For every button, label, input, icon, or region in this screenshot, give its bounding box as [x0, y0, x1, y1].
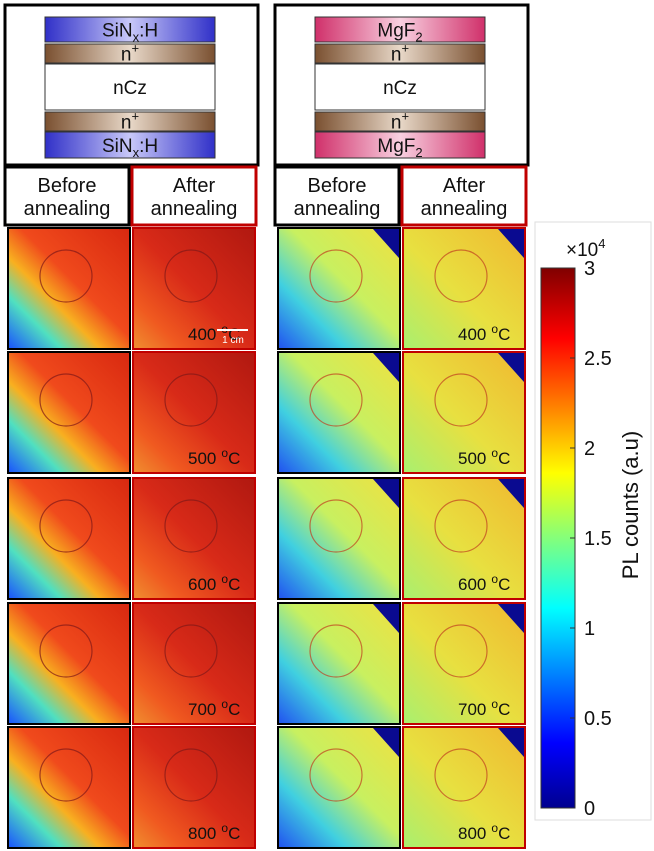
- after-label: After: [443, 175, 486, 197]
- layer-sup: +: [131, 109, 139, 124]
- layer-label: nCz: [113, 78, 147, 99]
- layer-text: :H: [139, 136, 158, 157]
- layer-sup: +: [401, 109, 409, 124]
- before-label: annealing: [294, 198, 381, 220]
- pl-image: [278, 603, 400, 724]
- layer-label: nCz: [383, 78, 417, 99]
- figure: SiNx:Hn+nCzn+SiNx:HBeforeannealingAftera…: [0, 0, 654, 851]
- pl-image: [8, 603, 130, 724]
- temperature-label: 800oC: [458, 821, 510, 843]
- temperature-unit: C: [228, 575, 240, 594]
- multiplier-base: ×10: [566, 240, 598, 261]
- pl-image: [8, 727, 130, 848]
- before-label: Before: [308, 175, 367, 197]
- temperature-value: 600: [458, 575, 486, 594]
- layer-sup: +: [401, 41, 409, 56]
- after-label: After: [173, 175, 216, 197]
- before-label: annealing: [24, 198, 111, 220]
- colorbar-tick-label: 1.5: [584, 528, 612, 550]
- colorbar-label: PL counts (a.u): [618, 431, 643, 579]
- temperature-value: 400: [458, 325, 486, 344]
- multiplier-exp: 4: [598, 236, 605, 251]
- temperature-unit: C: [498, 575, 510, 594]
- layer-label: SiNx:H: [102, 21, 158, 45]
- temperature-unit: C: [498, 824, 510, 843]
- pl-image: [278, 352, 400, 473]
- temperature-value: 500: [458, 449, 486, 468]
- colorbar-tick-label: 2: [584, 438, 595, 460]
- pl-image: [278, 478, 400, 599]
- temperature-label: 600oC: [458, 572, 510, 594]
- layer-sub: 2: [415, 30, 422, 45]
- layer-label: SiNx:H: [102, 136, 158, 160]
- layer-text: n: [121, 45, 132, 66]
- pl-image: [8, 352, 130, 473]
- layer-text: n: [391, 113, 402, 134]
- temperature-value: 800: [458, 824, 486, 843]
- after-label: annealing: [421, 198, 508, 220]
- temperature-value: 800: [188, 824, 216, 843]
- colorbar-tick-label: 3: [584, 258, 595, 280]
- layer-sub: 2: [415, 145, 422, 160]
- layer-sup: +: [131, 41, 139, 56]
- pl-image: [278, 727, 400, 848]
- scale-bar-label: 1 cm: [222, 335, 244, 346]
- colorbar: [541, 268, 575, 808]
- layer-text: n: [391, 45, 402, 66]
- colorbar-tick-label: 1: [584, 618, 595, 640]
- temperature-unit: C: [498, 449, 510, 468]
- layer-text: SiN: [102, 21, 133, 42]
- layer-text: SiN: [102, 136, 133, 157]
- temperature-label: 500oC: [188, 446, 240, 468]
- temperature-value: 600: [188, 575, 216, 594]
- layer-text: n: [121, 113, 132, 134]
- temperature-unit: C: [498, 325, 510, 344]
- pl-image: [278, 228, 400, 349]
- temperature-value: 700: [458, 700, 486, 719]
- before-label: Before: [38, 175, 97, 197]
- temperature-label: 800oC: [188, 821, 240, 843]
- layer-text: :H: [139, 21, 158, 42]
- colorbar-tick-label: 2.5: [584, 348, 612, 370]
- temperature-unit: C: [228, 824, 240, 843]
- layer-text: MgF: [377, 136, 415, 157]
- temperature-unit: C: [228, 700, 240, 719]
- temperature-unit: C: [498, 700, 510, 719]
- pl-image: [8, 478, 130, 599]
- pl-image: [8, 228, 130, 349]
- colorbar-tick-label: 0.5: [584, 708, 612, 730]
- temperature-value: 500: [188, 449, 216, 468]
- temperature-unit: C: [228, 449, 240, 468]
- temperature-value: 700: [188, 700, 216, 719]
- temperature-value: 400: [188, 325, 216, 344]
- layer-text: nCz: [383, 78, 417, 99]
- after-label: annealing: [151, 198, 238, 220]
- layer-text: nCz: [113, 78, 147, 99]
- colorbar-tick-label: 0: [584, 798, 595, 820]
- layer-text: MgF: [377, 21, 415, 42]
